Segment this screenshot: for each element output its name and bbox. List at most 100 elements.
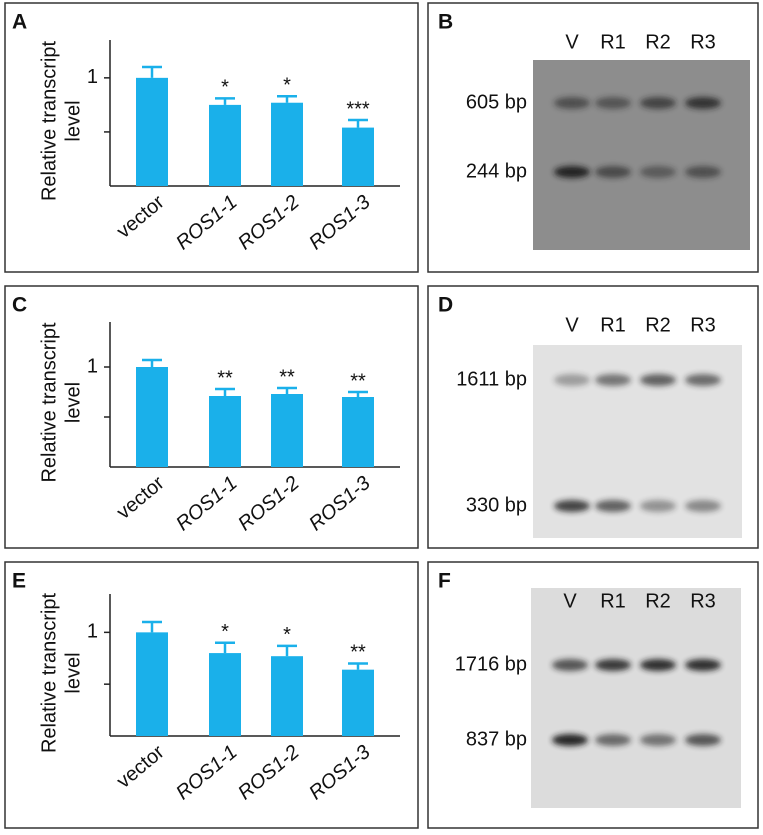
lane-label: R2 <box>645 590 671 612</box>
y-axis-label: level <box>62 100 84 141</box>
gel-band <box>640 659 676 671</box>
gel-band <box>552 734 588 746</box>
lane-label: V <box>565 314 579 336</box>
bar <box>342 127 374 186</box>
gel-band <box>685 166 721 178</box>
lane-label: R1 <box>600 31 626 53</box>
gel-image <box>531 588 741 808</box>
panel-box <box>427 2 759 273</box>
x-tick-label: vector <box>113 191 169 243</box>
panel-box <box>427 285 759 549</box>
band-label: 1716 bp <box>455 653 527 675</box>
significance: * <box>221 77 229 99</box>
gel-band <box>685 97 721 109</box>
bar <box>209 396 241 467</box>
gel-band <box>640 166 676 178</box>
gel-band <box>595 659 631 671</box>
gel-band <box>554 166 590 178</box>
significance: ** <box>279 366 295 388</box>
significance: * <box>283 624 291 646</box>
y-tick-label: 1 <box>87 355 98 377</box>
x-tick-label: ROS1-2 <box>234 472 303 535</box>
lane-label: R3 <box>690 590 716 612</box>
band-label: 1611 bp <box>456 368 527 390</box>
x-tick-label: ROS1-1 <box>172 472 241 535</box>
bar <box>271 102 303 186</box>
bar <box>342 669 374 736</box>
band-label: 605 bp <box>466 91 527 113</box>
significance: ** <box>217 367 233 389</box>
x-tick-label: ROS1-3 <box>305 472 374 535</box>
gel-band <box>595 166 631 178</box>
gel-band <box>640 374 676 386</box>
gel-band <box>640 734 676 746</box>
panel-box <box>4 285 419 549</box>
panel-label: A <box>12 11 27 34</box>
y-axis-label: level <box>62 652 84 693</box>
gel-band <box>554 97 590 109</box>
lane-label: V <box>565 31 579 53</box>
gel-band <box>554 374 590 386</box>
gel-band <box>685 734 721 746</box>
band-label: 330 bp <box>466 494 527 516</box>
lane-label: R1 <box>600 314 626 336</box>
significance: ** <box>350 642 366 664</box>
panel-box <box>4 2 419 273</box>
y-tick-label: 1 <box>87 621 98 643</box>
bar <box>209 653 241 736</box>
bar <box>342 397 374 467</box>
bar <box>136 632 168 736</box>
panel-label: B <box>438 11 453 34</box>
gel-band <box>595 500 631 512</box>
lane-label: R1 <box>600 590 626 612</box>
significance: * <box>221 621 229 643</box>
band-label: 837 bp <box>466 728 527 750</box>
panel-label: F <box>438 570 451 593</box>
panel-label: D <box>438 294 453 317</box>
lane-label: R2 <box>645 314 671 336</box>
gel-band <box>685 659 721 671</box>
gel-band <box>554 500 590 512</box>
x-tick-label: vector <box>113 472 169 524</box>
panel-label: E <box>12 570 26 593</box>
panel-box <box>4 561 419 829</box>
y-axis-label: level <box>62 382 84 423</box>
x-tick-label: ROS1-2 <box>234 741 303 804</box>
x-tick-label: ROS1-2 <box>234 191 303 254</box>
lane-label: R3 <box>690 31 716 53</box>
gel-band <box>640 97 676 109</box>
significance: *** <box>346 98 370 120</box>
gel-band <box>595 97 631 109</box>
x-tick-label: ROS1-1 <box>172 741 241 804</box>
lane-label: R3 <box>690 314 716 336</box>
bar <box>271 394 303 467</box>
band-label: 244 bp <box>466 160 527 182</box>
panel-box <box>427 561 759 829</box>
gel-band <box>595 734 631 746</box>
bar <box>209 104 241 186</box>
y-axis-label: Relative transcript <box>38 593 60 754</box>
y-tick-label: 1 <box>87 66 98 88</box>
bar <box>271 656 303 736</box>
y-axis-label: Relative transcript <box>38 322 60 483</box>
significance: ** <box>350 370 366 392</box>
panel-label: C <box>12 294 27 317</box>
gel-band <box>685 500 721 512</box>
x-tick-label: ROS1-3 <box>305 741 374 804</box>
gel-band <box>552 659 588 671</box>
gel-image <box>533 60 750 250</box>
gel-band <box>595 374 631 386</box>
bar <box>136 367 168 467</box>
x-tick-label: ROS1-1 <box>172 191 241 254</box>
y-axis-label: Relative transcript <box>38 41 60 202</box>
lane-label: R2 <box>645 31 671 53</box>
significance: * <box>283 75 291 97</box>
x-tick-label: vector <box>113 741 169 793</box>
lane-label: V <box>563 590 577 612</box>
bar <box>136 77 168 186</box>
gel-band <box>640 500 676 512</box>
x-tick-label: ROS1-3 <box>305 191 374 254</box>
gel-band <box>685 374 721 386</box>
